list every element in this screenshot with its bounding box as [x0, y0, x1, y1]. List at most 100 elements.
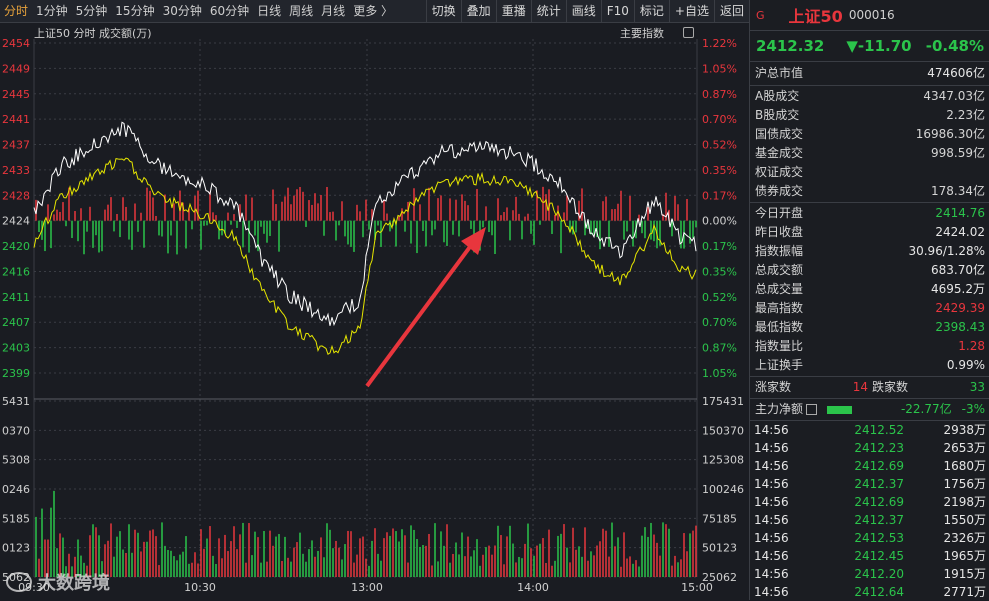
- price-tick-label: 2399: [2, 367, 30, 380]
- price-tick-label: 2454: [2, 37, 30, 50]
- time-tick-label: 13:00: [351, 581, 383, 594]
- expand-icon[interactable]: [683, 27, 694, 38]
- main-flow-section: 主力净额 -22.77亿 -3%: [750, 399, 989, 421]
- price-tick-label: 2437: [2, 139, 30, 152]
- add-watchlist-button[interactable]: +自选: [668, 0, 714, 22]
- security-header: G 上证50 000016: [750, 0, 989, 31]
- tab-monthly[interactable]: 月线: [321, 4, 346, 18]
- tick-time: 14:56: [754, 441, 789, 455]
- tick-time: 14:56: [754, 495, 789, 509]
- stat-row: 总成交额 683.70亿: [750, 261, 989, 280]
- chart-canvas: 2454 2449 2445 2441 2437 2433 2428 2424 2420 2416…: [2, 37, 744, 594]
- price-tick-label: 2411: [2, 291, 30, 304]
- tick-price: 2412.45: [854, 549, 904, 563]
- switch-button[interactable]: 切换: [425, 0, 461, 22]
- turnover-label: 国债成交: [755, 127, 804, 141]
- tab-daily[interactable]: 日线: [257, 4, 282, 18]
- turnover-row: 债券成交 178.34亿: [750, 182, 989, 201]
- trend-arrow-head: [461, 227, 486, 255]
- tab-more[interactable]: 更多 〉: [353, 4, 394, 18]
- price-tick-label: 2403: [2, 342, 30, 355]
- stat-label: 总成交量: [755, 282, 804, 296]
- index-stats-section: 今日开盘 2414.76 昨日收盘 2424.02 指数振幅 30.96/1.28% …: [750, 203, 989, 377]
- turnover-value: 998.59亿: [931, 146, 985, 160]
- stat-label: 最高指数: [755, 301, 804, 315]
- tick-amount: 1756万: [943, 477, 986, 491]
- tick-amount: 1915万: [943, 567, 986, 581]
- stat-label: 最低指数: [755, 320, 804, 334]
- turnover-row: 国债成交 16986.30亿: [750, 125, 989, 144]
- tab-1min[interactable]: 1分钟: [36, 4, 68, 18]
- tool-buttons: 切换 叠加 重播 统计 画线 F10 标记 +自选 返回: [425, 0, 749, 22]
- tab-30min[interactable]: 30分钟: [162, 4, 202, 18]
- draw-line-button[interactable]: 画线: [565, 0, 601, 22]
- group-mark: G: [756, 8, 765, 22]
- security-code: 000016: [848, 8, 895, 22]
- tick-time: 14:56: [754, 477, 789, 491]
- tick-price: 2412.52: [854, 423, 904, 437]
- price-tick-label: 2441: [2, 113, 30, 126]
- stat-row: 上证换手 0.99%: [750, 356, 989, 375]
- price-tick-label: 2416: [2, 265, 30, 278]
- tick-row: 14:56 2412.69 2198万: [750, 493, 989, 511]
- main-flow-value: -22.77亿: [900, 402, 952, 416]
- turnover-row: 基金成交 998.59亿: [750, 144, 989, 163]
- price-tick-label: 2424: [2, 215, 30, 228]
- tick-row: 14:56 2412.52 2938万: [750, 421, 989, 439]
- f10-button[interactable]: F10: [600, 0, 634, 22]
- percent-tick-label: 0.87%: [702, 342, 737, 355]
- turnover-label: B股成交: [755, 108, 800, 122]
- intraday-chart[interactable]: 上证50 分时 成交额(万) 主要指数 2454 2449 2445 2441 2437…: [0, 23, 749, 600]
- tick-row: 14:56 2412.53 2326万: [750, 529, 989, 547]
- list-icon[interactable]: [806, 404, 818, 415]
- up-count: 14: [852, 380, 868, 394]
- price-change: ▼-11.70: [846, 37, 912, 55]
- breadth-row: 涨家数 14 跌家数 33: [750, 378, 989, 397]
- tab-15min[interactable]: 15分钟: [115, 4, 155, 18]
- replay-button[interactable]: 重播: [495, 0, 531, 22]
- turnover-row: 权证成交: [750, 163, 989, 182]
- tab-intraday[interactable]: 分时: [4, 4, 29, 18]
- main-flow-pct: -3%: [961, 402, 985, 416]
- tick-time: 14:56: [754, 549, 789, 563]
- overlay-button[interactable]: 叠加: [460, 0, 496, 22]
- tick-price: 2412.20: [854, 567, 904, 581]
- tick-row: 14:56 2412.37 1756万: [750, 475, 989, 493]
- stat-label: 总成交额: [755, 263, 804, 277]
- volume-bars: [35, 490, 697, 577]
- tab-weekly[interactable]: 周线: [289, 4, 314, 18]
- main-flow-fill: [827, 405, 852, 414]
- tab-5min[interactable]: 5分钟: [75, 4, 108, 18]
- time-axis: 09:30 10:30 13:00 14:00 15:00: [18, 581, 713, 594]
- price-tick-label: 2428: [2, 189, 30, 202]
- stat-value: 2429.39: [935, 301, 985, 315]
- volume-tick-label: 125308: [702, 454, 744, 467]
- volume-tick-label: 25062: [702, 571, 737, 584]
- security-name: 上证50: [788, 7, 843, 26]
- mark-button[interactable]: 标记: [633, 0, 669, 22]
- watermark-text: 大数跨境: [38, 573, 110, 594]
- tab-60min[interactable]: 60分钟: [209, 4, 250, 18]
- price-quote: 2412.32 ▼-11.70 -0.48%: [750, 31, 989, 62]
- tick-amount: 2198万: [943, 495, 986, 509]
- statistics-button[interactable]: 统计: [530, 0, 566, 22]
- quote-panel: G 上证50 000016 2412.32 ▼-11.70 -0.48% 沪总市…: [749, 0, 989, 600]
- breadth-section: 涨家数 14 跌家数 33: [750, 377, 989, 399]
- stat-row: 最低指数 2398.43: [750, 318, 989, 337]
- average-price-line: [33, 157, 697, 355]
- time-tick-label: 15:00: [681, 581, 713, 594]
- tick-row: 14:56 2412.64 2771万: [750, 583, 989, 601]
- percent-tick-label: 1.05%: [702, 62, 737, 75]
- tick-amount: 2771万: [943, 585, 986, 599]
- tick-price: 2412.69: [854, 495, 904, 509]
- percent-tick-label: 1.22%: [702, 37, 737, 50]
- percent-tick-label: 0.35%: [702, 164, 737, 177]
- down-count-label: 跌家数: [872, 380, 909, 394]
- main-index-button[interactable]: 主要指数: [620, 27, 664, 40]
- volume-tick-label: 5431: [2, 395, 30, 408]
- stat-row: 昨日收盘 2424.02: [750, 223, 989, 242]
- back-button[interactable]: 返回: [713, 0, 749, 22]
- tick-row: 14:56 2412.45 1965万: [750, 547, 989, 565]
- tick-amount: 1680万: [943, 459, 986, 473]
- tick-list[interactable]: 14:56 2412.52 2938万 14:56 2412.23 2653万 14:5…: [750, 421, 989, 601]
